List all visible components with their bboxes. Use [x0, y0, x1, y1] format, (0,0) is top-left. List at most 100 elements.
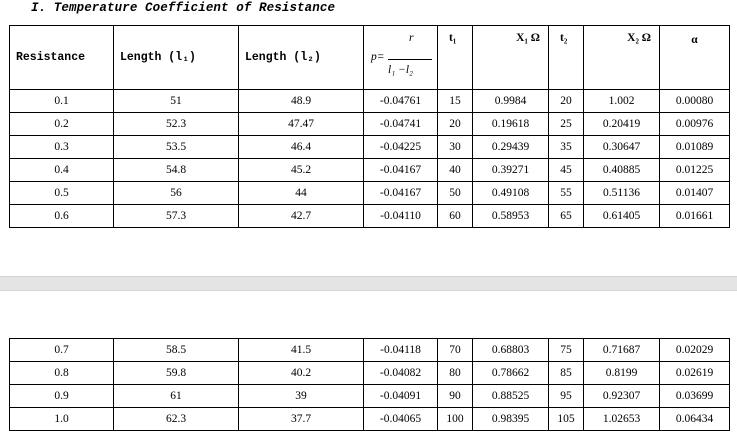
header-length1: Length (l₁): [113, 25, 239, 90]
cell-alpha: 0.00976: [659, 112, 730, 136]
cell-x2: 1.002: [583, 89, 660, 113]
header-length2: Length (l₂): [238, 25, 364, 90]
cell-p: -0.04741: [363, 112, 438, 136]
table-row: 0.3 53.5 46.4 -0.04225 30 0.29439 35 0.30647 0.0…: [9, 135, 730, 159]
cell-t1: 60: [437, 204, 473, 228]
cell-t1: 40: [437, 158, 473, 182]
cell-t2: 105: [548, 407, 584, 431]
cell-t2: 45: [548, 158, 584, 182]
p-numerator: r: [409, 32, 414, 44]
cell-p: -0.04082: [363, 361, 438, 385]
cell-t1: 80: [437, 361, 473, 385]
cell-x2: 0.61405: [583, 204, 660, 228]
cell-p: -0.04167: [363, 181, 438, 205]
fraction-bar: [388, 59, 432, 60]
page-break-band: [0, 276, 737, 291]
cell-length1: 56: [113, 181, 239, 205]
cell-t2: 75: [548, 338, 584, 362]
cell-length1: 59.8: [113, 361, 239, 385]
cell-length1: 58.5: [113, 338, 239, 362]
table-row: 1.0 62.3 37.7 -0.04065 100 0.98395 105 1.02653 0…: [9, 407, 730, 431]
cell-length2: 40.2: [238, 361, 364, 385]
cell-x1: 0.78662: [472, 361, 549, 385]
cell-t1: 70: [437, 338, 473, 362]
cell-p: -0.04761: [363, 89, 438, 113]
table-row: 0.4 54.8 45.2 -0.04167 40 0.39271 45 0.40885 0.0…: [9, 158, 730, 182]
cell-x2: 0.8199: [583, 361, 660, 385]
cell-x1: 0.19618: [472, 112, 549, 136]
cell-resistance: 0.8: [9, 361, 114, 385]
p-denominator: l₁ −l₂: [388, 64, 414, 76]
cell-x1: 0.88525: [472, 384, 549, 408]
cell-resistance: 0.6: [9, 204, 114, 228]
cell-alpha: 0.01407: [659, 181, 730, 205]
cell-p: -0.04091: [363, 384, 438, 408]
cell-t2: 55: [548, 181, 584, 205]
cell-resistance: 0.7: [9, 338, 114, 362]
cell-length1: 51: [113, 89, 239, 113]
cell-t1: 15: [437, 89, 473, 113]
cell-length2: 41.5: [238, 338, 364, 362]
temperature-coefficient-table-continued: 0.7 58.5 41.5 -0.04118 70 0.68803 75 0.71687 0.0…: [9, 338, 730, 431]
cell-length2: 39: [238, 384, 364, 408]
cell-length2: 37.7: [238, 407, 364, 431]
cell-x2: 0.71687: [583, 338, 660, 362]
cell-length1: 61: [113, 384, 239, 408]
table-row: 0.1 51 48.9 -0.04761 15 0.9984 20 1.002 0.00080: [9, 89, 730, 113]
cell-length2: 48.9: [238, 89, 364, 113]
cell-p: -0.04110: [363, 204, 438, 228]
header-x2: X₂ Ω: [583, 25, 660, 90]
cell-resistance: 0.9: [9, 384, 114, 408]
header-resistance: Resistance: [9, 25, 114, 90]
cell-length1: 54.8: [113, 158, 239, 182]
cell-x2: 0.20419: [583, 112, 660, 136]
cell-t2: 35: [548, 135, 584, 159]
cell-t1: 100: [437, 407, 473, 431]
table-body-page2: 0.7 58.5 41.5 -0.04118 70 0.68803 75 0.71687 0.0…: [9, 338, 730, 431]
cell-p: -0.04225: [363, 135, 438, 159]
cell-x1: 0.39271: [472, 158, 549, 182]
header-alpha: α: [659, 25, 730, 90]
cell-x2: 0.51136: [583, 181, 660, 205]
section-title: I. Temperature Coefficient of Resistance: [31, 1, 336, 15]
cell-resistance: 0.5: [9, 181, 114, 205]
table-row: 0.8 59.8 40.2 -0.04082 80 0.78662 85 0.8199 0.02…: [9, 361, 730, 385]
cell-x2: 0.92307: [583, 384, 660, 408]
cell-t1: 20: [437, 112, 473, 136]
p-lhs: p=: [371, 51, 385, 63]
cell-p: -0.04167: [363, 158, 438, 182]
cell-t2: 65: [548, 204, 584, 228]
table-row: 0.5 56 44 -0.04167 50 0.49108 55 0.51136 0.01407: [9, 181, 730, 205]
cell-alpha: 0.00080: [659, 89, 730, 113]
cell-x1: 0.98395: [472, 407, 549, 431]
header-t1: t₁: [437, 25, 473, 90]
cell-resistance: 0.3: [9, 135, 114, 159]
cell-alpha: 0.03699: [659, 384, 730, 408]
cell-resistance: 0.2: [9, 112, 114, 136]
cell-x1: 0.58953: [472, 204, 549, 228]
cell-alpha: 0.01225: [659, 158, 730, 182]
cell-x2: 0.30647: [583, 135, 660, 159]
cell-resistance: 0.4: [9, 158, 114, 182]
cell-alpha: 0.01089: [659, 135, 730, 159]
table-body-page1: 0.1 51 48.9 -0.04761 15 0.9984 20 1.002 0.00080 0…: [9, 89, 730, 228]
cell-resistance: 0.1: [9, 89, 114, 113]
temperature-coefficient-table: Resistance Length (l₁) Length (l₂) r p= …: [9, 25, 730, 228]
cell-p: -0.04065: [363, 407, 438, 431]
cell-length1: 57.3: [113, 204, 239, 228]
header-p-formula: r p= l₁ −l₂: [363, 25, 438, 90]
cell-length2: 46.4: [238, 135, 364, 159]
table-header-row: Resistance Length (l₁) Length (l₂) r p= …: [9, 25, 730, 90]
cell-length2: 47.47: [238, 112, 364, 136]
cell-length1: 62.3: [113, 407, 239, 431]
cell-length2: 45.2: [238, 158, 364, 182]
table-row: 0.7 58.5 41.5 -0.04118 70 0.68803 75 0.71687 0.0…: [9, 338, 730, 362]
cell-x1: 0.29439: [472, 135, 549, 159]
cell-x1: 0.9984: [472, 89, 549, 113]
table-row: 0.6 57.3 42.7 -0.04110 60 0.58953 65 0.61405 0.0…: [9, 204, 730, 228]
table-row: 0.9 61 39 -0.04091 90 0.88525 95 0.92307 0.03699: [9, 384, 730, 408]
cell-length1: 53.5: [113, 135, 239, 159]
cell-t2: 85: [548, 361, 584, 385]
cell-resistance: 1.0: [9, 407, 114, 431]
cell-t1: 90: [437, 384, 473, 408]
